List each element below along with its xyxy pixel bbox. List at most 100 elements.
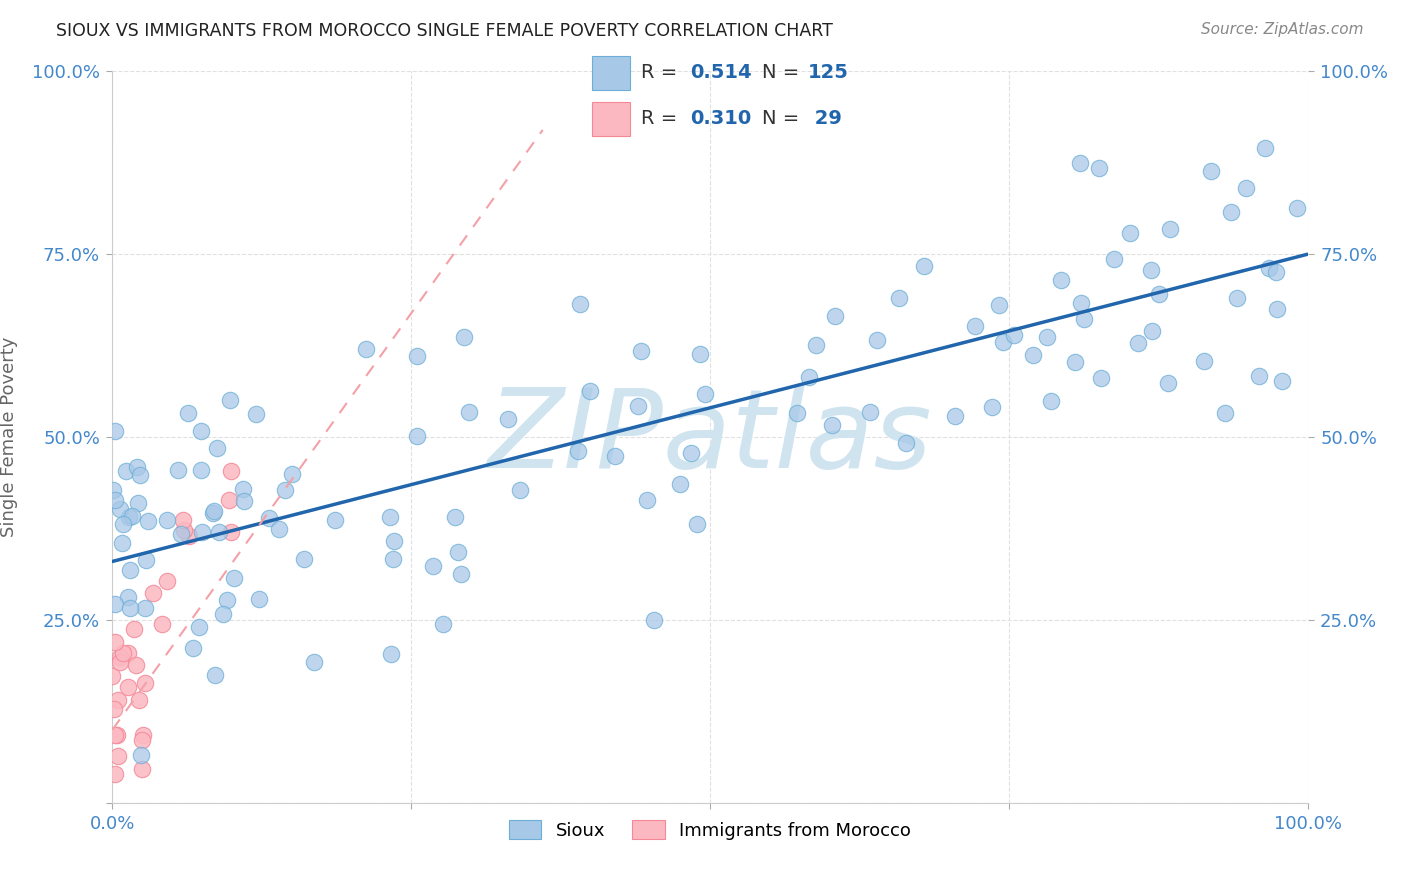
Point <box>636 493 658 508</box>
Point <box>1128 335 1150 350</box>
Point <box>627 399 650 413</box>
Point <box>172 513 194 527</box>
Point <box>267 522 290 536</box>
Text: Source: ZipAtlas.com: Source: ZipAtlas.com <box>1201 22 1364 37</box>
Point <box>105 728 128 742</box>
Text: SIOUX VS IMMIGRANTS FROM MOROCCO SINGLE FEMALE POVERTY CORRELATION CHART: SIOUX VS IMMIGRANTS FROM MOROCCO SINGLE … <box>56 22 834 40</box>
Point <box>579 384 602 398</box>
Point <box>111 535 134 549</box>
Point <box>134 601 156 615</box>
Point <box>131 728 153 742</box>
Point <box>806 337 828 351</box>
Point <box>142 586 165 600</box>
Point <box>208 524 231 539</box>
Point <box>129 467 152 482</box>
Point <box>1073 311 1095 326</box>
Point <box>112 646 135 660</box>
Point <box>190 525 212 540</box>
Bar <box>592 102 630 136</box>
Point <box>422 559 444 574</box>
Point <box>257 511 280 525</box>
Point <box>447 545 470 559</box>
Point <box>432 616 454 631</box>
Point <box>177 529 200 543</box>
Point <box>498 411 520 425</box>
Point <box>233 493 256 508</box>
Point <box>117 646 139 660</box>
Point <box>170 526 193 541</box>
Point <box>1215 406 1237 420</box>
Point <box>1157 376 1180 390</box>
Point <box>1021 348 1043 362</box>
Legend: Sioux, Immigrants from Morocco: Sioux, Immigrants from Morocco <box>499 811 921 848</box>
Text: N =: N = <box>762 110 806 128</box>
Point <box>382 534 405 549</box>
Point <box>173 523 195 537</box>
Point <box>568 297 591 311</box>
Point <box>1087 161 1109 175</box>
Y-axis label: Single Female Poverty: Single Female Poverty <box>0 337 18 537</box>
Point <box>1247 369 1270 384</box>
Point <box>177 406 200 420</box>
Point <box>630 344 652 359</box>
Point <box>247 592 270 607</box>
Text: N =: N = <box>762 63 806 82</box>
Point <box>224 571 246 585</box>
Point <box>127 496 149 510</box>
Point <box>980 400 1002 414</box>
Point <box>450 566 472 581</box>
Point <box>1226 291 1249 305</box>
Point <box>858 405 880 419</box>
Point <box>380 509 402 524</box>
Point <box>323 513 346 527</box>
Point <box>212 607 235 621</box>
Point <box>122 623 145 637</box>
Point <box>1090 371 1112 385</box>
Point <box>1264 265 1286 279</box>
Point <box>190 463 212 477</box>
Point <box>887 291 910 305</box>
Point <box>1220 204 1243 219</box>
Point <box>797 370 820 384</box>
Point <box>150 617 173 632</box>
Point <box>991 335 1014 350</box>
Point <box>1035 329 1057 343</box>
Point <box>786 407 808 421</box>
Point <box>183 640 205 655</box>
Point <box>453 330 475 344</box>
Point <box>218 492 240 507</box>
Point <box>1102 252 1125 266</box>
Point <box>118 510 141 524</box>
Point <box>1039 393 1062 408</box>
Text: ZIPatlas: ZIPatlas <box>488 384 932 491</box>
Point <box>1265 301 1288 316</box>
Point <box>107 693 129 707</box>
Point <box>131 762 153 776</box>
Text: R =: R = <box>641 110 683 128</box>
Point <box>107 748 129 763</box>
Point <box>963 318 986 333</box>
Point <box>945 409 967 423</box>
Point <box>125 658 148 673</box>
Point <box>156 513 179 527</box>
Point <box>406 429 429 443</box>
Point <box>190 425 212 439</box>
Point <box>381 552 404 566</box>
Point <box>1253 141 1275 155</box>
Point <box>221 464 243 478</box>
Point <box>457 405 479 419</box>
Point <box>567 444 589 458</box>
Point <box>202 503 225 517</box>
Point <box>1070 296 1092 310</box>
Point <box>509 483 531 498</box>
Point <box>111 516 134 531</box>
Point <box>1201 163 1223 178</box>
Point <box>681 446 703 460</box>
Point <box>117 681 139 695</box>
Point <box>121 508 143 523</box>
Point <box>108 655 131 669</box>
Point <box>166 463 188 477</box>
Point <box>202 506 225 520</box>
Point <box>273 483 295 497</box>
Point <box>156 574 179 588</box>
